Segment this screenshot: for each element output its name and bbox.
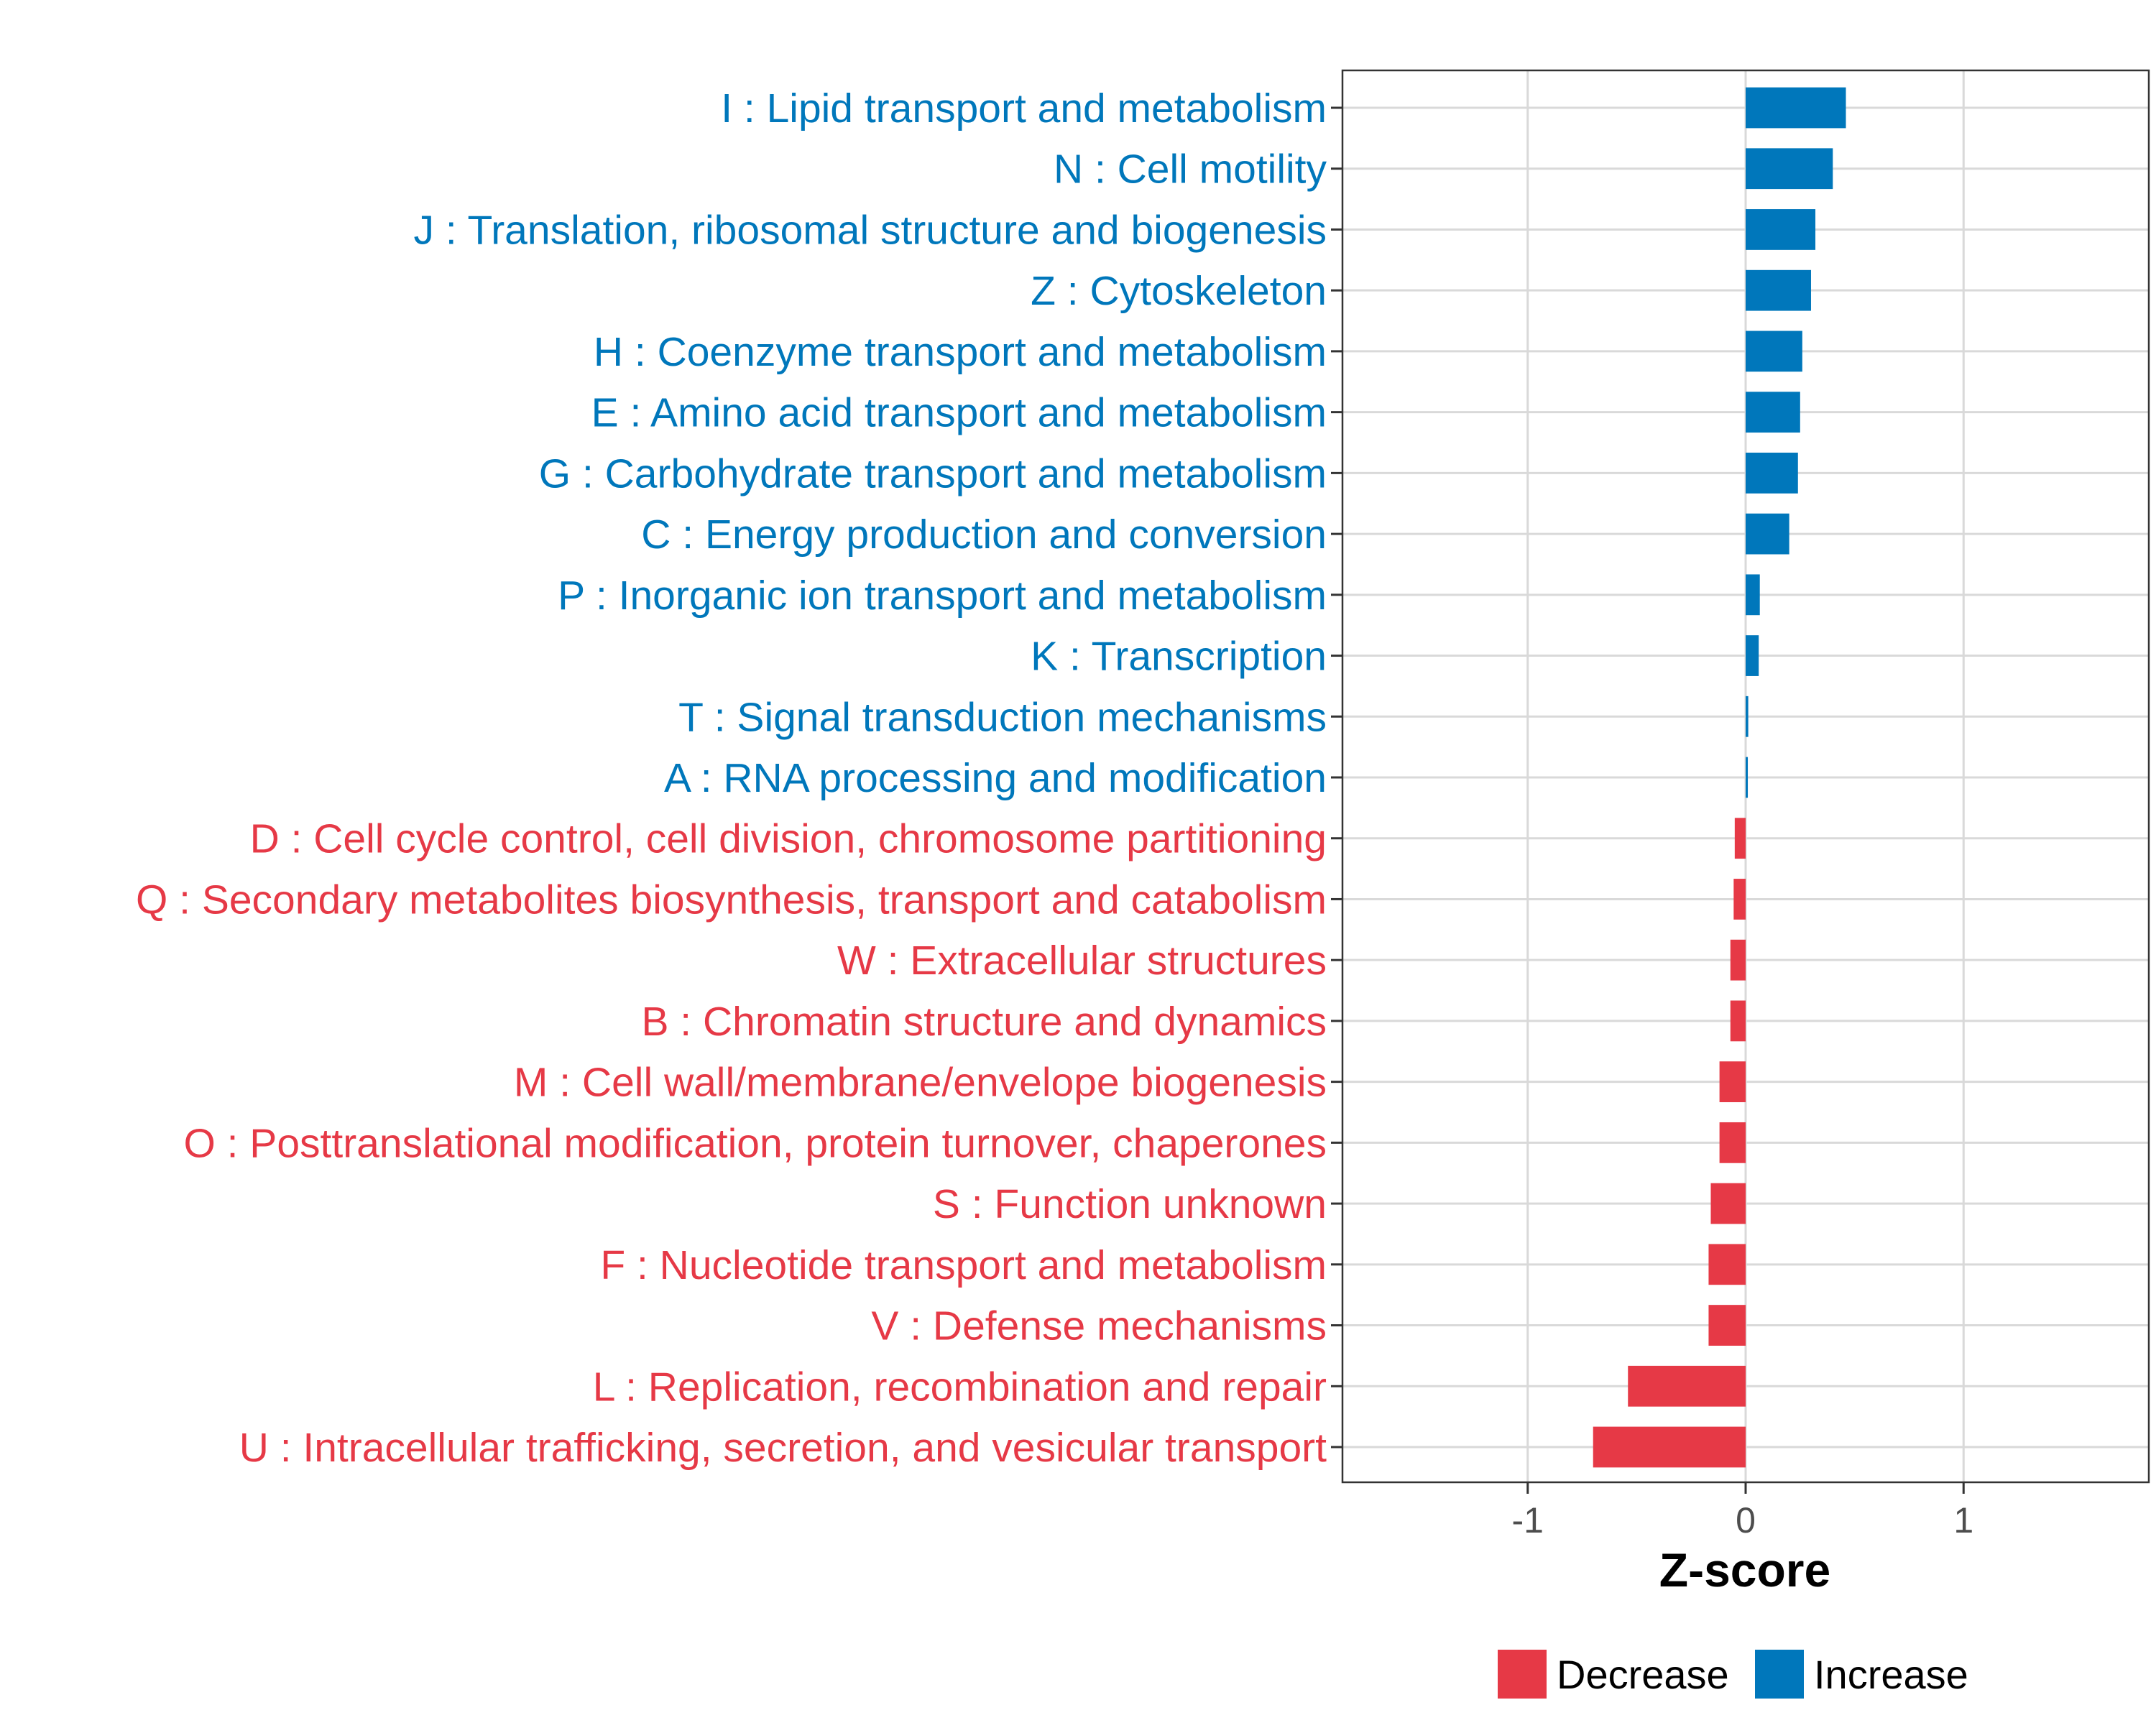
x-tick-label: -1 [1512,1500,1544,1540]
bar [1730,939,1746,981]
category-label: G : Carbohydrate transport and metabolis… [539,451,1327,496]
category-label: S : Function unknown [933,1181,1327,1227]
category-label: C : Energy production and conversion [641,512,1327,558]
bar [1746,269,1811,311]
category-label: B : Chromatin structure and dynamics [641,999,1327,1045]
legend-swatch [1755,1650,1804,1699]
category-label: E : Amino acid transport and metabolism [591,390,1327,436]
bar [1746,513,1789,555]
bar [1719,1122,1746,1163]
category-label: Q : Secondary metabolites biosynthesis, … [136,877,1327,923]
legend-swatch [1498,1650,1547,1699]
category-label: P : Inorganic ion transport and metaboli… [558,573,1327,619]
bar [1733,879,1746,920]
category-label: W : Extracellular structures [837,938,1327,984]
legend: Decrease Increase [1498,1650,1968,1699]
category-label: N : Cell motility [1054,147,1327,193]
legend-label: Decrease [1557,1652,1729,1697]
x-axis-title: Z-score [1659,1543,1830,1597]
bar [1746,757,1749,798]
category-label: T : Signal transduction mechanisms [678,694,1327,740]
bar [1746,574,1760,616]
bar [1746,635,1759,676]
category-label: K : Transcription [1031,634,1327,680]
bar [1746,452,1798,494]
category-label: O : Posttranslational modification, prot… [183,1120,1327,1166]
category-label: H : Coenzyme transport and metabolism [594,329,1327,375]
category-label: V : Defense mechanisms [871,1303,1327,1349]
bar [1730,1000,1746,1042]
bar [1746,148,1833,190]
category-label: U : Intracellular trafficking, secretion… [239,1425,1327,1471]
y-axis: I : Lipid transport and metabolism N : Ce… [136,86,1342,1471]
category-label: M : Cell wall/membrane/envelope biogenes… [514,1060,1327,1106]
x-axis: -1 0 1 [1512,1482,1973,1540]
category-label: A : RNA processing and modification [664,755,1327,801]
bar [1628,1365,1746,1407]
category-label: Z : Cytoskeleton [1031,268,1327,314]
bar [1593,1426,1746,1468]
bar [1719,1061,1746,1103]
bar [1708,1244,1746,1285]
bar-layer [1593,87,1846,1468]
category-label: I : Lipid transport and metabolism [721,86,1327,131]
bar [1710,1183,1746,1224]
legend-label: Increase [1814,1652,1968,1697]
bar [1746,392,1800,433]
bar [1746,696,1749,737]
bar [1746,87,1846,129]
bar [1708,1305,1746,1346]
x-tick-label: 1 [1953,1500,1973,1540]
bar [1734,818,1746,859]
x-tick-label: 0 [1736,1500,1756,1540]
category-label: L : Replication, recombination and repai… [593,1364,1327,1410]
bar [1746,331,1802,372]
category-label: D : Cell cycle control, cell division, c… [250,816,1327,862]
category-label: J : Translation, ribosomal structure and… [414,207,1327,253]
bar [1746,209,1816,250]
category-label: F : Nucleotide transport and metabolism [600,1242,1327,1288]
